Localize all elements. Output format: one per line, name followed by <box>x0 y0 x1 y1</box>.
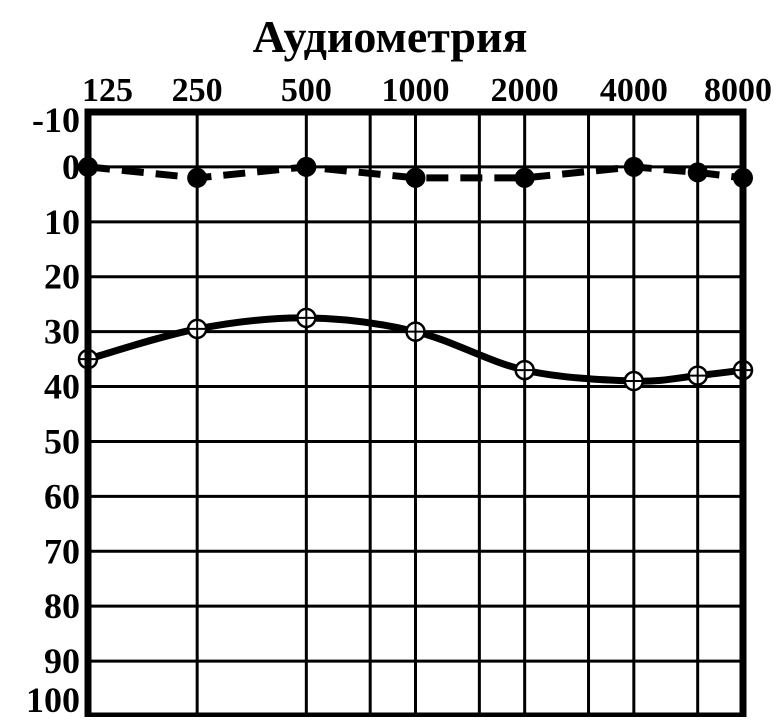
x-tick-label: 250 <box>172 72 223 109</box>
series-2-point <box>296 307 317 329</box>
y-tick-label: 90 <box>44 641 80 681</box>
x-tick-labels: 125 250 500 1000 2000 4000 8000 <box>82 72 772 109</box>
y-tick-label: 0 <box>62 147 80 187</box>
series-2-point <box>405 321 426 342</box>
series-1-point <box>405 167 426 188</box>
series-1-point <box>296 156 317 177</box>
y-tick-label: 50 <box>44 421 80 461</box>
series-1-point <box>687 162 708 183</box>
x-tick-label: 4000 <box>600 72 668 109</box>
y-tick-label: 40 <box>44 367 80 407</box>
series-2-point <box>514 359 535 381</box>
x-tick-label: 8000 <box>704 72 772 109</box>
chart-title: Аудиометрия <box>253 11 528 62</box>
series-1-point <box>514 167 535 188</box>
y-tick-label: 60 <box>44 476 80 516</box>
series-2-point <box>687 365 708 386</box>
y-tick-label: 100 <box>26 680 80 717</box>
x-tick-label: 500 <box>281 72 332 109</box>
y-tick-label: 20 <box>44 257 80 297</box>
plot-border <box>84 108 747 720</box>
y-tick-label: -10 <box>32 100 80 140</box>
x-tick-label: 2000 <box>491 72 559 109</box>
x-tick-label: 125 <box>82 72 133 109</box>
x-tick-label: 1000 <box>382 72 450 109</box>
series-1-point <box>623 156 644 177</box>
series-2-point <box>186 318 208 340</box>
grid <box>86 110 745 718</box>
series-1-point <box>187 167 208 188</box>
y-tick-label: 80 <box>44 586 80 626</box>
y-tick-label: 30 <box>44 312 80 352</box>
y-tick-label: 70 <box>44 531 80 571</box>
series-2-point <box>623 370 645 392</box>
y-tick-label: 10 <box>44 202 80 242</box>
series-1-line <box>87 163 744 182</box>
